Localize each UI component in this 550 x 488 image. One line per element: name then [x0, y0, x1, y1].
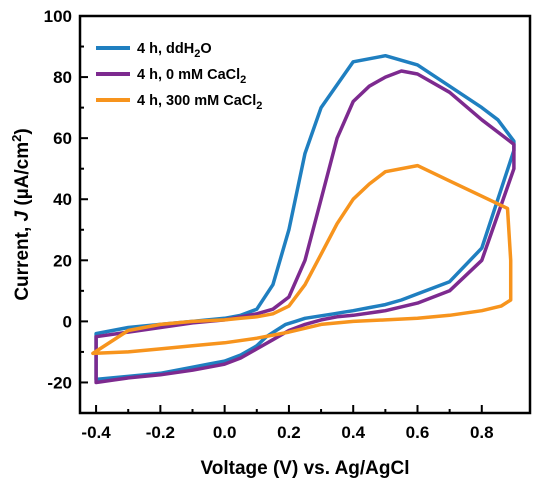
series-line-1 — [94, 53, 516, 382]
x-tick-label: 0.8 — [470, 423, 494, 442]
legend-label-3: 4 h, 300 mM CaCl2 — [137, 93, 262, 112]
y-tick-label: 20 — [53, 251, 72, 270]
series-line-3 — [91, 163, 513, 356]
y-axis-title-superscript: 2 — [9, 135, 24, 142]
x-tick-label: 0.2 — [277, 423, 301, 442]
x-tick-label: 0.6 — [406, 423, 430, 442]
y-axis-title-symbol: J — [12, 210, 33, 221]
y-tick-label: 40 — [53, 190, 72, 209]
ticks-layer: -0.4 -0.2 0.0 0.2 0.4 0.6 0.8 -20 0 20 40 60 80 100 — [44, 7, 494, 442]
series-layer — [91, 53, 516, 385]
y-axis-title-close: ) — [12, 128, 33, 134]
x-tick-label: 0.0 — [213, 423, 237, 442]
x-tick-label: 0.4 — [341, 423, 365, 442]
legend-label-2: 4 h, 0 mM CaCl2 — [137, 67, 246, 86]
plot-frame — [78, 14, 532, 415]
y-tick-label: 0 — [63, 312, 72, 331]
y-tick-label: -20 — [47, 373, 72, 392]
legend: 4 h, ddH2O 4 h, 0 mM CaCl2 4 h, 300 mM CaC… — [96, 41, 262, 112]
y-axis-title: Current, J (µA/cm2) — [9, 128, 33, 300]
y-tick-label: 60 — [53, 129, 72, 148]
x-tick-label: -0.4 — [81, 423, 111, 442]
x-axis-title: Voltage (V) vs. Ag/AgCl — [200, 458, 409, 479]
y-axis-title-unit: (µA/cm — [12, 142, 33, 211]
y-tick-label: 100 — [44, 7, 72, 26]
series-line-2 — [94, 69, 516, 385]
y-tick-label: 80 — [53, 68, 72, 87]
y-axis-title-pre: Current, — [12, 221, 33, 300]
x-tick-label: -0.2 — [146, 423, 175, 442]
legend-label-1: 4 h, ddH2O — [137, 41, 212, 60]
